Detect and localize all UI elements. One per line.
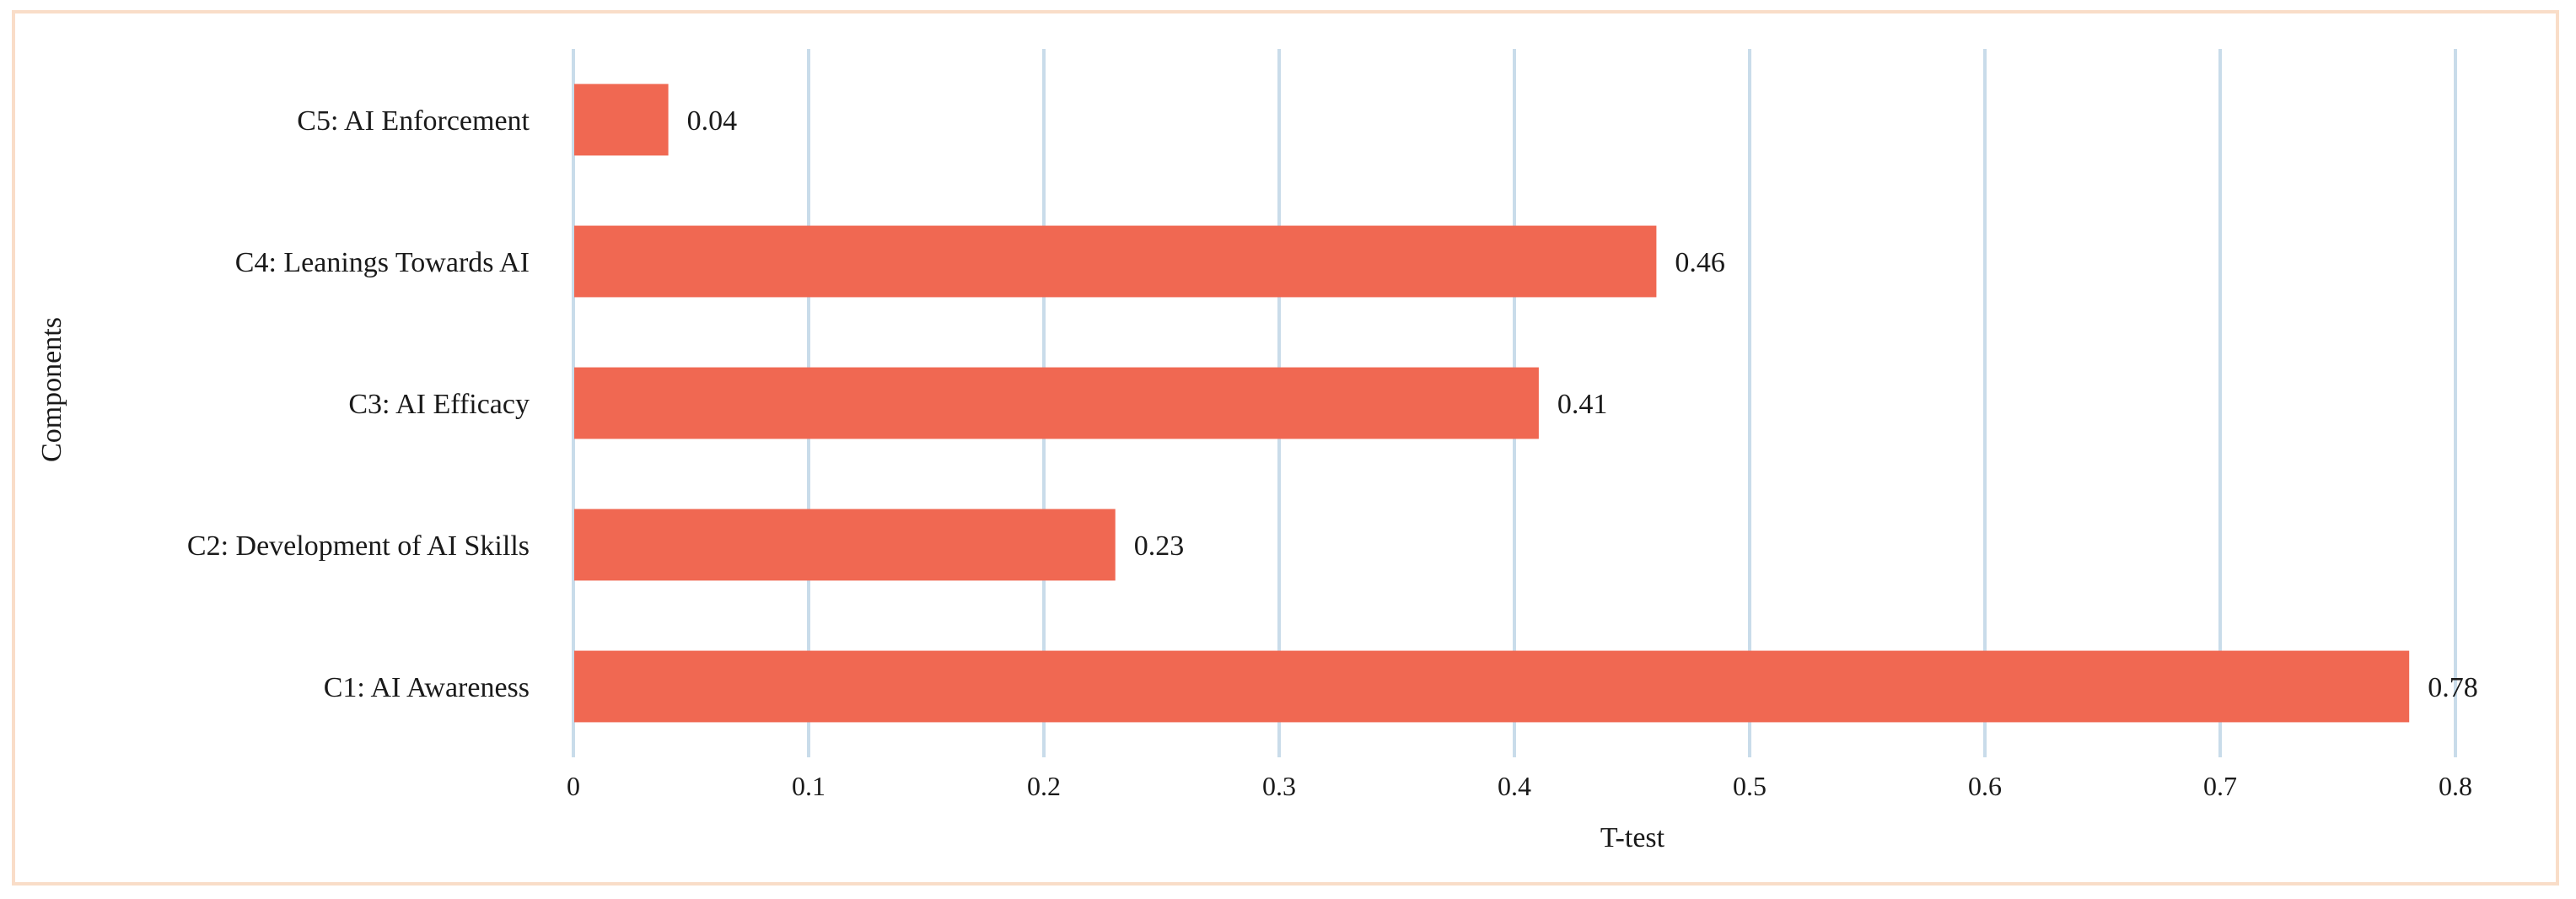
category-label: C3: AI Efficacy	[348, 389, 530, 420]
value-label: 0.41	[1557, 389, 1608, 420]
value-label: 0.23	[1134, 530, 1185, 562]
x-tick-label: 0.2	[1027, 771, 1061, 801]
x-tick-label: 0.8	[2439, 771, 2472, 801]
gridlines	[572, 49, 2457, 757]
category-label: C1: AI Awareness	[324, 672, 530, 703]
x-tick-labels: 0 0.1 0.2 0.3 0.4 0.5 0.6 0.7 0.8	[567, 771, 2472, 801]
x-axis-title: T-test	[1600, 822, 1665, 853]
category-label: C2: Development of AI Skills	[187, 530, 530, 562]
chart-frame	[12, 10, 2559, 886]
y-axis-title: Components	[36, 317, 67, 462]
x-tick-label: 0.3	[1262, 771, 1296, 801]
bars	[574, 83, 2410, 723]
bar	[574, 83, 669, 156]
bar	[574, 650, 2410, 723]
bar	[574, 367, 1539, 439]
x-tick-label: 0.4	[1498, 771, 1531, 801]
x-tick-label: 0.7	[2203, 771, 2237, 801]
category-label: C5: AI Enforcement	[297, 105, 530, 137]
x-tick-label: 0.5	[1733, 771, 1767, 801]
x-tick-label: 0.1	[792, 771, 826, 801]
value-label: 0.46	[1675, 247, 1725, 278]
bar	[574, 509, 1116, 581]
x-tick-label: 0	[567, 771, 580, 801]
category-label: C4: Leanings Towards AI	[235, 247, 530, 278]
x-tick-label: 0.6	[1968, 771, 2002, 801]
bar	[574, 225, 1657, 298]
value-labels: 0.78 0.23 0.41 0.46 0.04	[687, 105, 2478, 703]
category-labels: C1: AI Awareness C2: Development of AI Sk…	[187, 105, 530, 703]
value-label: 0.78	[2428, 672, 2478, 703]
value-label: 0.04	[687, 105, 738, 137]
